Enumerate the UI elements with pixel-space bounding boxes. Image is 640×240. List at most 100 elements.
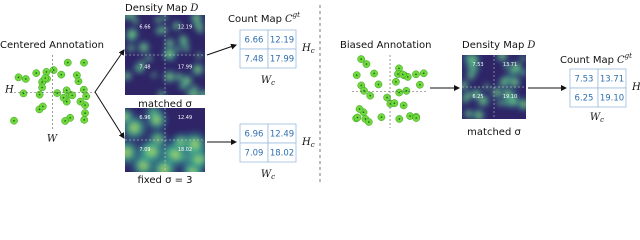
text-part: H [301, 43, 311, 54]
annotation-center [406, 76, 409, 78]
map-blob [189, 61, 205, 78]
map-blob [465, 69, 477, 82]
annotation-center [41, 86, 43, 89]
text-part: c [271, 173, 275, 181]
text-part: H [301, 137, 311, 148]
map-blob [170, 19, 183, 32]
map-blob [136, 136, 168, 168]
annotation-center [85, 95, 87, 98]
annotation-center [395, 80, 397, 83]
text-part: C [285, 14, 293, 25]
map-blob [196, 26, 205, 35]
map-blob [179, 83, 187, 91]
annotation-center [419, 83, 421, 86]
cell-value: 7.48 [245, 55, 264, 65]
map-blob [125, 15, 131, 22]
cell-value: 18.02 [270, 149, 294, 159]
annotation-title: Centered Annotation [0, 40, 104, 51]
map-blob [494, 55, 510, 64]
cell-value: 12.19 [270, 36, 294, 46]
map-value: 18.02 [178, 147, 192, 153]
cell-value: 13.71 [600, 75, 624, 85]
map-blob [125, 136, 143, 169]
map-blob [173, 71, 185, 83]
annotation-center [364, 118, 367, 120]
annotation-center [79, 100, 82, 103]
annotation-center [76, 74, 78, 77]
annotation-center [409, 115, 411, 117]
map-value: 12.19 [178, 25, 192, 31]
text-part: Count Map [560, 55, 614, 66]
map-blob [150, 71, 158, 79]
map-blob [157, 24, 170, 36]
annotation-center [84, 104, 86, 106]
annotation-center [358, 108, 361, 110]
annotation-center [397, 73, 399, 75]
map-blob [178, 33, 188, 44]
map-value: 6.96 [139, 115, 150, 121]
cell-value: 7.09 [245, 149, 264, 159]
annotation-center [71, 94, 73, 97]
annotation-center [369, 94, 372, 97]
annotation-center [65, 89, 68, 92]
width-label: Wc [590, 112, 604, 125]
map-blob [188, 15, 205, 26]
annotation-center [415, 117, 417, 119]
cell-value: 12.49 [270, 130, 294, 140]
text-part: Count Map [228, 14, 282, 25]
cell-value: 6.96 [245, 130, 264, 140]
arrow [206, 43, 237, 56]
map-blob [155, 88, 168, 95]
annotation-center [42, 105, 44, 108]
annotation-center [77, 80, 80, 83]
annotation-center [380, 116, 383, 118]
map-blob [185, 88, 194, 95]
text-part: gt [625, 52, 632, 60]
text-part: Density Map [125, 3, 187, 14]
cell-value: 19.10 [600, 94, 624, 104]
table-cell [267, 142, 297, 163]
map-blob [125, 42, 137, 54]
annotation-center [398, 118, 401, 120]
density-title: Density Map D [462, 40, 535, 52]
map-blob [144, 53, 154, 63]
annotation-center [13, 119, 15, 122]
annotation-center [422, 72, 425, 75]
map-value: 7.53 [472, 62, 483, 68]
map-value: 7.48 [139, 65, 150, 71]
annotation-center [60, 73, 63, 76]
width-label: W [47, 134, 58, 145]
map-blob [153, 15, 164, 25]
map-value: 6.25 [472, 94, 483, 100]
annotation-center [377, 83, 380, 86]
annotation-center [402, 104, 405, 107]
text-part: c [271, 79, 275, 87]
annotation-center [360, 84, 363, 87]
annotation-center [44, 77, 47, 79]
annotation-center [393, 102, 396, 104]
text-part: W [590, 112, 601, 123]
text-part: c [311, 47, 315, 55]
map-blob [137, 58, 147, 68]
cell-value: 17.99 [270, 55, 294, 65]
density-map [462, 55, 526, 119]
map-blob [462, 89, 474, 102]
arrow [94, 91, 125, 139]
map-value: 7.09 [139, 147, 150, 153]
height-label: H [4, 85, 14, 96]
cell-value: 6.25 [575, 94, 594, 104]
height-label: Hc [301, 137, 315, 150]
map-blob [518, 68, 526, 78]
annotation-center [398, 67, 400, 70]
density-map [125, 15, 205, 95]
map-value: 12.49 [178, 115, 192, 121]
map-blob [125, 25, 141, 42]
text-part: H [631, 82, 640, 93]
content: 6.66 12.19 7.48 17.99 6.96 12.49 7.09 18.02 7.53… [0, 3, 640, 187]
text-part: C [617, 55, 625, 66]
map-blob [135, 39, 152, 56]
map-blob [197, 87, 205, 95]
annotation-center [401, 73, 404, 76]
annotation-center [362, 111, 365, 114]
annotation-center [386, 96, 388, 99]
